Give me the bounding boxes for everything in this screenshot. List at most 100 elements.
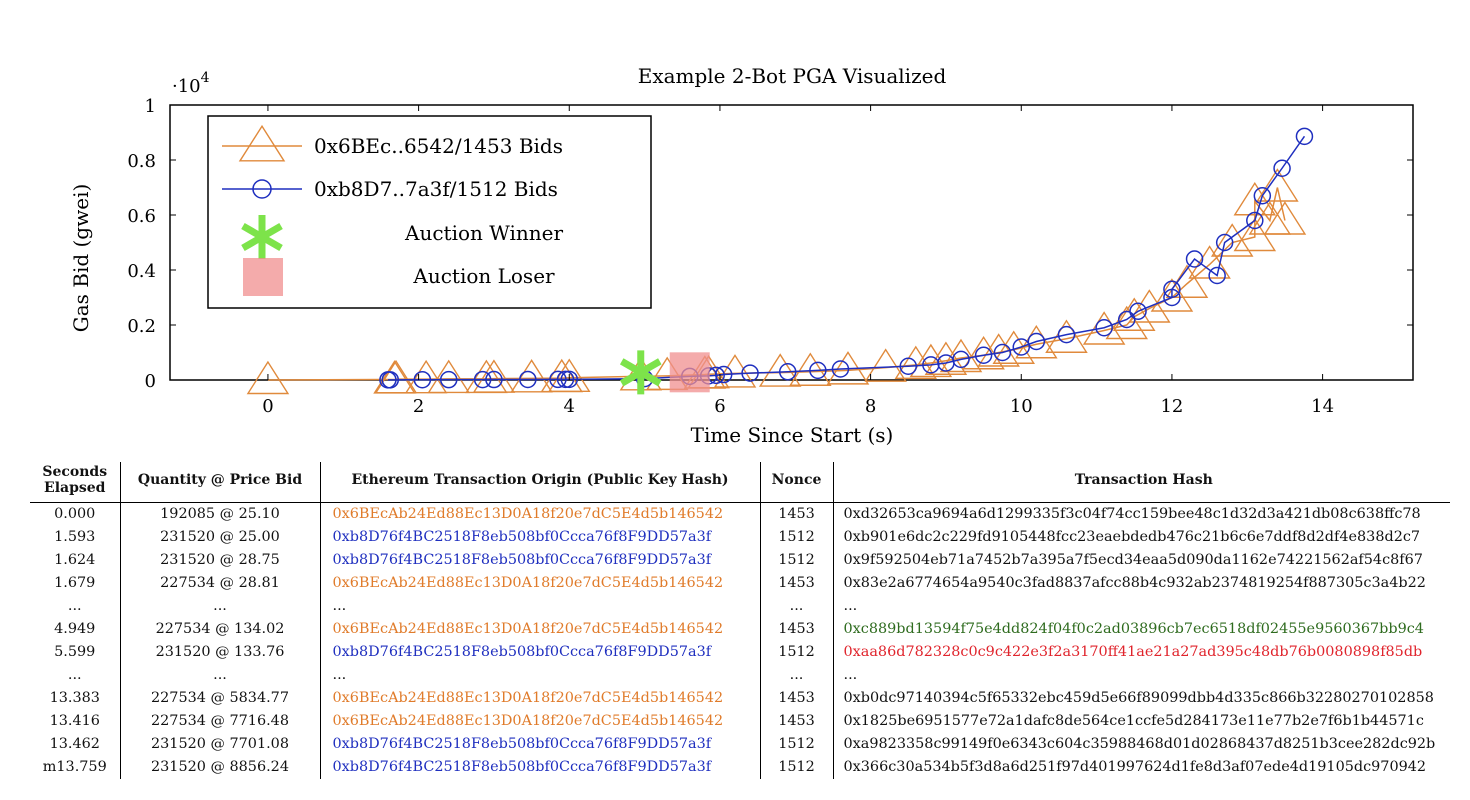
table-header-row: Seconds Elapsed Quantity @ Price Bid Ethe… (30, 462, 1450, 503)
circle-point (1095, 319, 1113, 337)
header-nonce: Nonce (760, 462, 834, 503)
circle-point (1215, 233, 1234, 252)
cell-origin: 0x6BEcAb24Ed88Ec13D0A18f20e7dC5E4d5b1465… (320, 572, 761, 595)
circle-point (1163, 280, 1181, 298)
x-tick-label: 14 (1311, 396, 1334, 417)
triangle-point (1128, 289, 1171, 323)
cell-bid: 231520 @ 133.76 (120, 641, 321, 664)
transactions-table-wrap: Seconds Elapsed Quantity @ Price Bid Ethe… (30, 462, 1450, 779)
series-layer (246, 127, 1314, 395)
y-scale-label: ·104 (172, 70, 210, 97)
circle-point (1129, 302, 1147, 320)
cell-origin: 0xb8D76f4BC2518F8eb508bf0Ccca76f8F9DD57a… (320, 733, 761, 756)
cell-nonce: 1453 (760, 710, 834, 733)
circle-point (1185, 250, 1204, 268)
cell-origin: 0xb8D76f4BC2518F8eb508bf0Ccca76f8F9DD57a… (320, 549, 761, 572)
circle-point (1273, 159, 1291, 177)
cell-nonce: 1512 (760, 549, 834, 572)
transactions-table: Seconds Elapsed Quantity @ Price Bid Ethe… (30, 462, 1450, 779)
y-tick-label: 0.4 (127, 261, 156, 282)
legend-label: 0xb8D7..7a3f/1512 Bids (314, 177, 558, 201)
circle-point (485, 370, 503, 389)
circle-point (1057, 325, 1076, 344)
triangle-point (894, 345, 938, 380)
cell-seconds: 1.624 (30, 549, 121, 572)
circle-point (952, 350, 970, 369)
x-tick-label: 2 (413, 396, 424, 417)
circle-point (1246, 211, 1264, 230)
x-tick-label: 6 (714, 396, 725, 417)
cell-nonce: 1453 (760, 687, 834, 710)
circle-point (1117, 310, 1136, 329)
triangle-point (1263, 201, 1307, 235)
circle-point (413, 370, 432, 389)
table-row: 4.949 227534 @ 134.02 0x6BEcAb24Ed88Ec13D0… (30, 618, 1450, 641)
plot-frame (169, 104, 1414, 381)
triangle-point (758, 353, 802, 387)
cell-nonce: ... (760, 595, 834, 618)
pga-chart: Example 2-Bot PGA Visualized ·104 0 2 4 6 8 1… (69, 64, 1414, 447)
cell-seconds: 13.462 (30, 733, 121, 756)
circle-point (1027, 332, 1046, 351)
loser-square-point (669, 352, 710, 393)
circle-point (1253, 187, 1272, 205)
triangle-point (1256, 168, 1299, 202)
table-row: 13.416 227534 @ 7716.48 0x6BEcAb24Ed88Ec13… (30, 710, 1450, 733)
y-tick-label: 0.2 (127, 316, 156, 337)
cell-origin: 0xb8D76f4BC2518F8eb508bf0Ccca76f8F9DD57a… (320, 526, 761, 549)
table-row: 13.383 227534 @ 5834.77 0x6BEcAb24Ed88Ec13… (30, 687, 1450, 710)
cell-origin: 0xb8D76f4BC2518F8eb508bf0Ccca76f8F9DD57a… (320, 641, 761, 664)
header-origin: Ethereum Transaction Origin (Public Key … (320, 462, 761, 503)
legend: 0x6BEc..6542/1453 Bids 0xb8D7..7a3f/1512 … (207, 115, 652, 309)
cell-seconds: 0.000 (30, 502, 121, 526)
series-2 (619, 350, 662, 395)
triangle-point (713, 354, 757, 388)
table-body: 0.000 192085 @ 25.10 0x6BEcAb24Ed88Ec13D0A… (30, 502, 1450, 779)
x-tick-label: 4 (564, 396, 575, 417)
cell-bid: 227534 @ 134.02 (120, 618, 321, 641)
cell-hash: 0x83e2a6774654a9540c3fad8837afcc88b4c932… (843, 575, 1426, 591)
cell-nonce: 1453 (760, 502, 834, 526)
cell-hash: 0xb0dc97140394c5f65332ebc459d5e66f89099d… (843, 690, 1434, 706)
cell-bid: ... (120, 595, 321, 618)
chart-title: Example 2-Bot PGA Visualized (638, 64, 947, 88)
cell-nonce: 1512 (760, 733, 834, 756)
triangle-point (1233, 181, 1277, 216)
legend-entry: 0xb8D7..7a3f/1512 Bids (222, 177, 558, 201)
triangle-point (909, 343, 953, 378)
circle-point (899, 357, 918, 375)
circle-point (1208, 266, 1226, 285)
cell-origin: 0xb8D76f4BC2518F8eb508bf0Ccca76f8F9DD57a… (320, 756, 761, 779)
cell-origin: 0x6BEcAb24Ed88Ec13D0A18f20e7dC5E4d5b1465… (320, 502, 761, 526)
series-line (387, 135, 1306, 381)
circle-point (439, 370, 458, 389)
triangle-point (404, 359, 448, 394)
cell-hash: 0xb901e6dc2c229fd9105448fcc23eaebdedb476… (843, 529, 1421, 545)
cell-hash: 0xc889bd13594f75e4dd824f04f0c2ad03896cb7… (843, 621, 1424, 637)
triangle-point (1233, 217, 1277, 252)
legend-circle-icon (252, 179, 272, 199)
table-row: ............... (30, 595, 1450, 618)
cell-origin: 0x6BEcAb24Ed88Ec13D0A18f20e7dC5E4d5b1465… (320, 687, 761, 710)
legend-label: Auction Loser (412, 264, 555, 288)
x-tick-label: 12 (1160, 396, 1183, 417)
triangle-point (374, 359, 418, 394)
triangle-point (427, 359, 471, 394)
triangle-point (246, 360, 290, 395)
legend-entry: 0x6BEc..6542/1453 Bids (222, 124, 563, 162)
cell-nonce: 1453 (760, 618, 834, 641)
legend-label: 0x6BEc..6542/1453 Bids (314, 134, 563, 158)
table-row: ............... (30, 664, 1450, 687)
circle-point (519, 370, 537, 389)
legend-star-icon (241, 215, 283, 259)
cell-origin: ... (320, 664, 761, 687)
triangle-point (992, 330, 1036, 364)
cell-seconds: 13.383 (30, 687, 121, 710)
circle-point (714, 365, 733, 384)
cell-hash: ... (843, 598, 858, 614)
circle-point (993, 343, 1012, 362)
y-tick-label: 1 (145, 96, 156, 117)
cell-origin: 0x6BEcAb24Ed88Ec13D0A18f20e7dC5E4d5b1465… (320, 710, 761, 733)
table-row: 1.624 231520 @ 28.75 0xb8D76f4BC2518F8eb50… (30, 549, 1450, 572)
triangle-point (939, 338, 983, 373)
